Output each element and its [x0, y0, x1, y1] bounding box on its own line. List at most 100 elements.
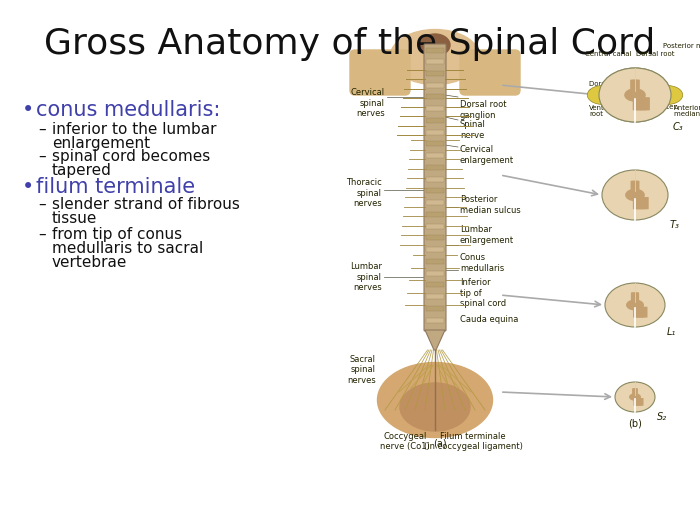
Bar [426, 176, 444, 182]
Polygon shape [425, 330, 445, 350]
Ellipse shape [390, 29, 480, 85]
FancyBboxPatch shape [633, 307, 645, 318]
Ellipse shape [587, 86, 618, 104]
Ellipse shape [599, 68, 671, 122]
Bar [426, 106, 444, 111]
Text: tissue: tissue [52, 211, 97, 226]
Bar [426, 141, 444, 146]
FancyBboxPatch shape [631, 181, 638, 193]
Text: L₁: L₁ [667, 327, 676, 337]
Bar [426, 118, 444, 123]
FancyBboxPatch shape [636, 197, 649, 209]
Text: Lumbar
enlargement: Lumbar enlargement [460, 225, 514, 245]
Text: from tip of conus: from tip of conus [52, 227, 182, 242]
Text: –: – [38, 149, 46, 164]
FancyBboxPatch shape [460, 50, 520, 95]
Text: C₃: C₃ [673, 122, 684, 132]
Bar [426, 130, 444, 135]
Ellipse shape [624, 88, 646, 102]
FancyBboxPatch shape [350, 50, 410, 95]
FancyBboxPatch shape [633, 97, 646, 110]
Ellipse shape [629, 393, 641, 401]
FancyBboxPatch shape [633, 388, 638, 396]
Bar [426, 188, 444, 193]
Text: Gross Anatomy of the Spinal Cord: Gross Anatomy of the Spinal Cord [44, 27, 656, 61]
Bar [426, 59, 444, 64]
Text: (b): (b) [628, 419, 642, 429]
Bar [426, 294, 444, 299]
FancyBboxPatch shape [632, 388, 637, 396]
Ellipse shape [400, 383, 470, 431]
Text: filum terminale: filum terminale [36, 177, 195, 197]
Text: S₂: S₂ [657, 412, 667, 422]
Bar [426, 224, 444, 228]
Bar [426, 83, 444, 88]
Text: White matter: White matter [630, 104, 676, 110]
Ellipse shape [605, 283, 665, 327]
Text: tapered: tapered [52, 163, 112, 178]
FancyBboxPatch shape [631, 80, 640, 93]
FancyBboxPatch shape [632, 292, 639, 303]
Text: –: – [38, 197, 46, 212]
Bar [426, 153, 444, 158]
Text: •: • [22, 177, 34, 197]
FancyBboxPatch shape [636, 307, 648, 318]
Bar [426, 71, 444, 76]
Text: •: • [22, 100, 34, 120]
FancyBboxPatch shape [630, 80, 638, 93]
Ellipse shape [652, 86, 682, 104]
FancyBboxPatch shape [631, 292, 638, 303]
FancyBboxPatch shape [633, 197, 645, 209]
Bar [426, 212, 444, 217]
Bar [426, 259, 444, 264]
Bar [426, 200, 444, 205]
Text: Cauda equina: Cauda equina [460, 316, 519, 324]
Text: Ventral
root: Ventral root [589, 104, 614, 118]
Bar [426, 247, 444, 252]
Text: Cervical
spinal
nerves: Cervical spinal nerves [351, 88, 385, 118]
Bar [426, 94, 444, 99]
Ellipse shape [602, 170, 668, 220]
Ellipse shape [625, 189, 645, 201]
FancyBboxPatch shape [634, 398, 641, 406]
Text: inferior to the lumbar: inferior to the lumbar [52, 122, 216, 137]
Text: Cervical
enlargement: Cervical enlargement [460, 145, 514, 165]
FancyBboxPatch shape [632, 181, 640, 193]
Text: Posterior median sulcus: Posterior median sulcus [663, 43, 700, 49]
Bar [426, 306, 444, 311]
Bar [426, 270, 444, 276]
Bar [426, 165, 444, 170]
Text: Conus
medullaris: Conus medullaris [460, 253, 504, 272]
Text: Lumbar
spinal
nerves: Lumbar spinal nerves [350, 262, 382, 292]
Text: Anterior
median fissure: Anterior median fissure [674, 104, 700, 118]
Text: (a): (a) [433, 439, 447, 449]
Text: Central canal  Dorsal root: Central canal Dorsal root [585, 51, 675, 57]
Bar [426, 318, 444, 322]
Text: –: – [38, 122, 46, 137]
Bar [426, 47, 444, 53]
Text: Posterior
median sulcus: Posterior median sulcus [460, 195, 521, 215]
Text: Coccygeal
nerve (Co1): Coccygeal nerve (Co1) [380, 432, 430, 452]
Ellipse shape [626, 299, 644, 310]
Text: Filum terminale
(in coccygeal ligament): Filum terminale (in coccygeal ligament) [424, 432, 522, 452]
Ellipse shape [420, 34, 450, 56]
FancyBboxPatch shape [424, 44, 446, 331]
FancyBboxPatch shape [636, 97, 650, 110]
Text: Thoracic
spinal
nerves: Thoracic spinal nerves [346, 178, 382, 208]
Bar [426, 282, 444, 287]
Text: Sacral
spinal
nerves: Sacral spinal nerves [347, 355, 376, 385]
Text: conus medullaris:: conus medullaris: [36, 100, 220, 120]
Text: slender strand of fibrous: slender strand of fibrous [52, 197, 240, 212]
Text: Spinal
nerve: Spinal nerve [460, 120, 486, 140]
Text: –: – [38, 227, 46, 242]
Text: vertebrae: vertebrae [52, 255, 127, 270]
Text: Dorsal root
ganglion: Dorsal root ganglion [589, 80, 627, 93]
Text: Inferior
tip of
spinal cord: Inferior tip of spinal cord [460, 278, 506, 308]
Bar [426, 235, 444, 240]
Ellipse shape [599, 68, 671, 122]
FancyBboxPatch shape [636, 398, 643, 406]
Text: T₃: T₃ [670, 220, 680, 230]
Text: spinal cord becomes: spinal cord becomes [52, 149, 210, 164]
Ellipse shape [615, 382, 655, 412]
Text: Gray
matter: Gray matter [609, 80, 641, 100]
